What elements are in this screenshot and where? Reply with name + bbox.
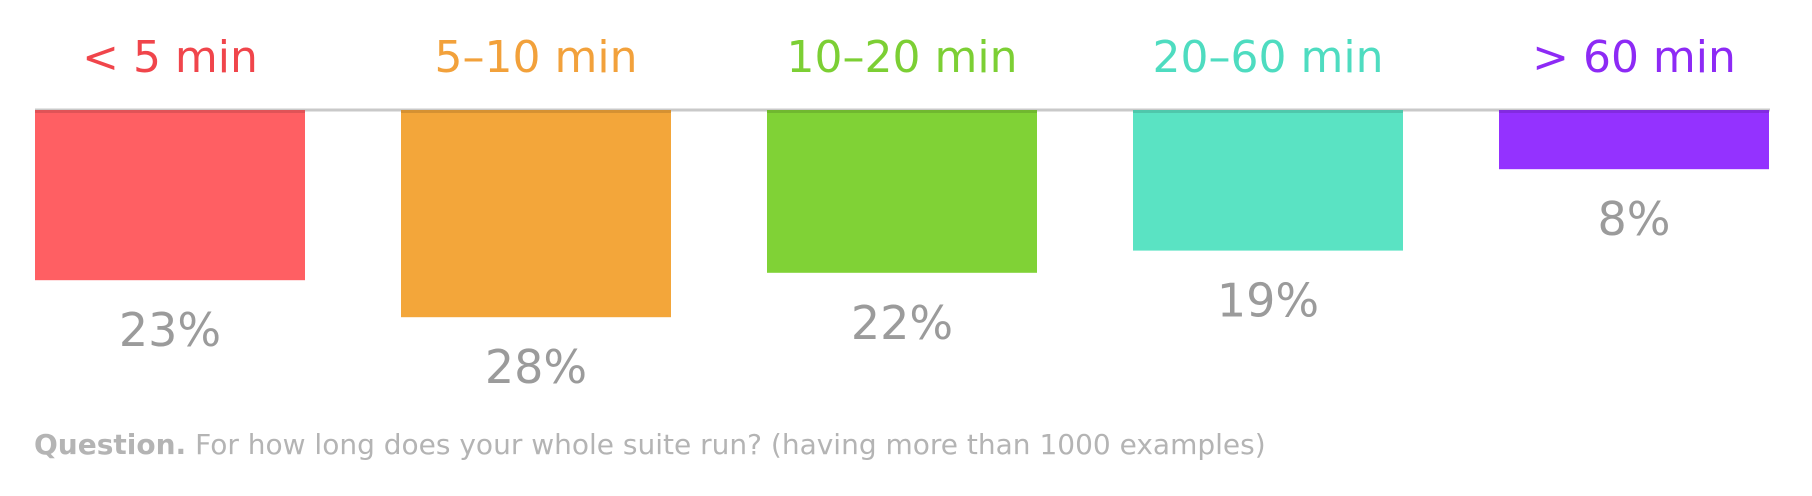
- bar-2: [767, 110, 1037, 273]
- bar-top-edge-4: [1499, 110, 1769, 113]
- bar-top-edge-1: [401, 110, 671, 113]
- category-label-3: 20–60 min: [1153, 32, 1384, 83]
- bar-3: [1133, 110, 1403, 251]
- value-label-4: 8%: [1598, 192, 1671, 246]
- chart-caption: Question. For how long does your whole s…: [34, 428, 1266, 461]
- bar-top-edge-3: [1133, 110, 1403, 113]
- value-label-0: 23%: [119, 303, 221, 357]
- value-label-1: 28%: [485, 340, 587, 394]
- category-label-4: > 60 min: [1532, 32, 1736, 83]
- caption-text: For how long does your whole suite run? …: [186, 428, 1266, 461]
- category-label-2: 10–20 min: [787, 32, 1018, 83]
- bar-top-edge-2: [767, 110, 1037, 113]
- bars-group: [35, 110, 1769, 318]
- caption-lead: Question.: [34, 428, 187, 461]
- bar-4: [1499, 110, 1769, 170]
- value-label-2: 22%: [851, 296, 953, 350]
- category-label-1: 5–10 min: [435, 32, 638, 83]
- category-label-0: < 5 min: [82, 32, 258, 83]
- bar-1: [401, 110, 671, 318]
- value-label-3: 19%: [1217, 274, 1319, 328]
- bar-0: [35, 110, 305, 281]
- bar-top-edge-0: [35, 110, 305, 113]
